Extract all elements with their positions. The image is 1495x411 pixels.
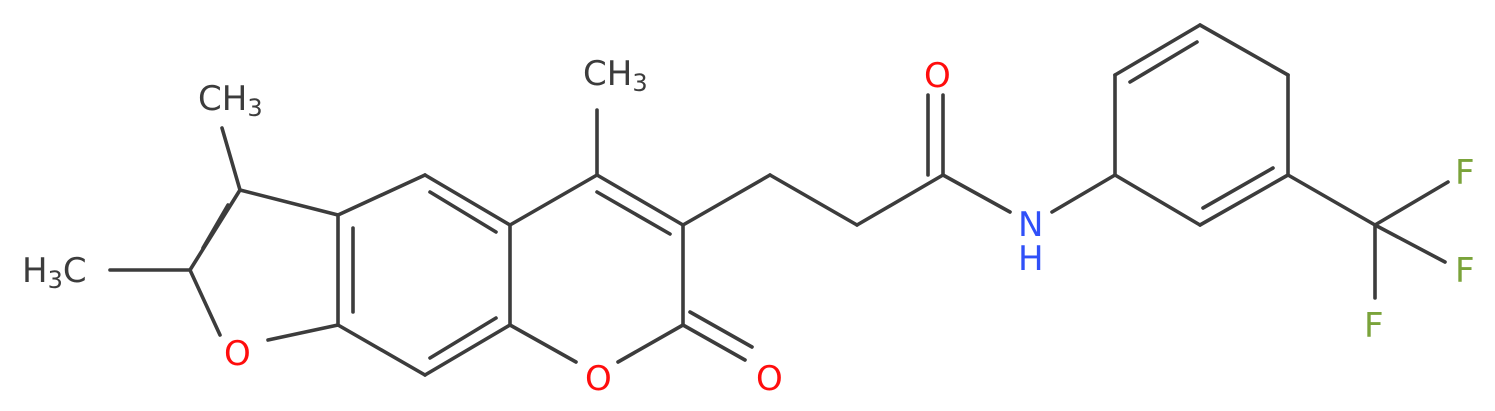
fluorine: F (1364, 306, 1384, 346)
methyl-label: H3C (22, 251, 87, 294)
atom-labels: CH3 H3C CH3 O O O O N H F F F (22, 54, 1475, 399)
fluorine: F (1455, 153, 1475, 193)
oxygen-amide: O (924, 56, 951, 96)
oxygen-pyran: O (585, 359, 612, 399)
methyl-label: CH3 (198, 79, 263, 122)
nitrogen: N (1018, 205, 1043, 245)
methyl-label: CH3 (583, 54, 648, 97)
oxygen-furan: O (224, 334, 251, 374)
nitrogen-hydrogen: H (1018, 239, 1044, 279)
oxygen-lactone: O (756, 359, 783, 399)
fluorine: F (1455, 251, 1475, 291)
bonds (108, 23, 1450, 377)
